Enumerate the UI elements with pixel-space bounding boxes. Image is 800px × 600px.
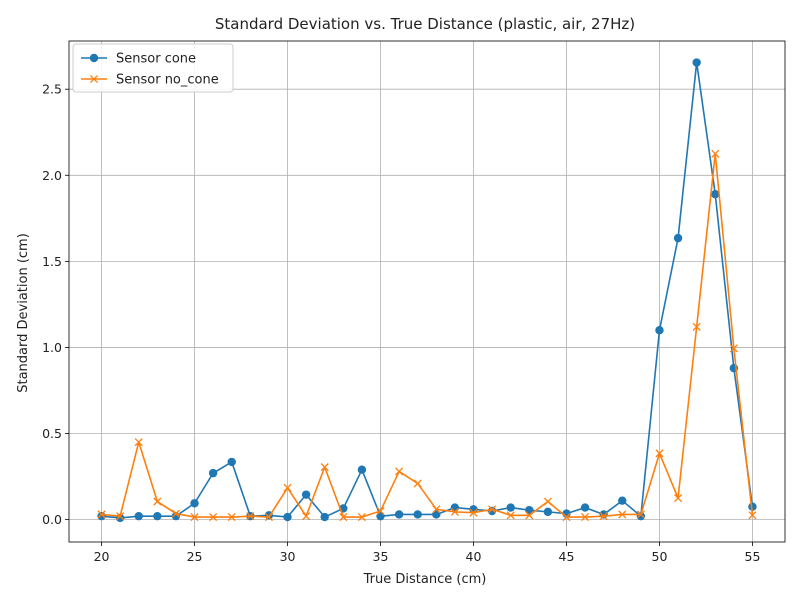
data-point [413, 510, 422, 519]
x-tick-label: 40 [466, 549, 482, 564]
data-point [134, 511, 143, 521]
grid-lines [69, 41, 785, 542]
x-tick-label: 35 [373, 549, 389, 564]
series-line [101, 61, 754, 519]
data-point [692, 58, 701, 67]
y-axis: 0.0 0.5 1.0 1.5 2.0 2.5 [42, 82, 69, 527]
legend-label: Sensor no_cone [116, 73, 219, 88]
data-point [116, 512, 125, 521]
legend-entry: Sensor no_cone [81, 73, 219, 88]
legend-entry: Sensor cone [81, 52, 196, 67]
data-point [618, 510, 627, 519]
data-point [525, 511, 534, 520]
data-point [357, 465, 367, 474]
data-point [711, 190, 720, 199]
legend-marker [89, 53, 99, 63]
plot-area [69, 41, 785, 542]
data-point [599, 512, 608, 521]
data-point [301, 490, 311, 499]
legend-box [72, 43, 234, 93]
data-point [283, 483, 292, 492]
data-point [432, 510, 441, 519]
series-0 [97, 58, 757, 523]
data-point [674, 494, 683, 503]
data-point [711, 149, 720, 158]
data-point [413, 479, 422, 488]
data-point [506, 511, 515, 520]
data-point [748, 502, 757, 511]
data-point [190, 499, 199, 508]
y-tick-label: 2.0 [42, 168, 62, 183]
data-point [450, 507, 459, 516]
series-1 [97, 149, 757, 522]
data-point [488, 505, 497, 514]
data-point [302, 512, 311, 521]
data-point [227, 457, 236, 467]
data-point [246, 512, 255, 521]
y-tick-label: 0.5 [42, 426, 62, 441]
data-point [153, 511, 162, 521]
data-point [692, 322, 701, 331]
series-layer [97, 58, 757, 523]
data-point [673, 233, 683, 243]
data-point [562, 512, 571, 522]
data-point [729, 344, 738, 353]
data-point [506, 503, 515, 512]
data-point [450, 503, 460, 512]
x-tick-label: 50 [652, 549, 668, 564]
legend-label: Sensor cone [116, 52, 196, 67]
data-point [339, 512, 348, 522]
y-tick-label: 1.5 [42, 254, 62, 269]
data-point [153, 497, 162, 506]
x-tick-label: 45 [559, 549, 575, 564]
data-point [190, 512, 199, 522]
x-tick-label: 20 [94, 549, 110, 564]
data-point [655, 326, 664, 335]
legend: Sensor cone Sensor no_cone [72, 43, 234, 93]
data-point [209, 512, 218, 522]
data-point [581, 512, 590, 522]
x-axis: 20 25 30 35 40 45 50 55 [94, 542, 761, 564]
x-tick-label: 30 [280, 549, 296, 564]
y-tick-label: 0.0 [42, 512, 62, 527]
data-point [97, 510, 106, 519]
data-point [376, 506, 385, 516]
data-point [320, 463, 329, 472]
y-axis-label: Standard Deviation (cm) [16, 233, 31, 393]
data-point [748, 511, 757, 520]
data-point [543, 507, 553, 517]
x-tick-label: 25 [187, 549, 203, 564]
data-point [171, 509, 180, 518]
data-point [655, 449, 664, 458]
series-line [101, 152, 754, 518]
data-point [432, 505, 441, 514]
data-point [320, 512, 329, 522]
data-point [97, 511, 106, 521]
x-tick-label: 55 [745, 549, 761, 564]
data-point [469, 508, 478, 517]
data-point [283, 512, 292, 522]
x-axis-label: True Distance (cm) [363, 572, 487, 587]
y-tick-label: 1.0 [42, 340, 62, 355]
data-point [264, 512, 273, 522]
data-point [543, 497, 552, 506]
data-point [525, 505, 534, 515]
data-point [227, 512, 236, 522]
plot-frame [68, 40, 786, 543]
data-point [208, 468, 218, 478]
data-point [599, 510, 608, 519]
data-point [395, 467, 404, 476]
chart-title: Standard Deviation vs. True Distance (pl… [215, 15, 635, 33]
data-point [618, 496, 627, 505]
data-point [134, 438, 143, 447]
data-point [376, 511, 385, 521]
legend-marker [89, 74, 99, 84]
data-point [580, 503, 590, 512]
data-point [394, 510, 404, 519]
data-point [357, 512, 366, 522]
data-point [636, 510, 645, 519]
y-tick-label: 2.5 [42, 82, 62, 97]
